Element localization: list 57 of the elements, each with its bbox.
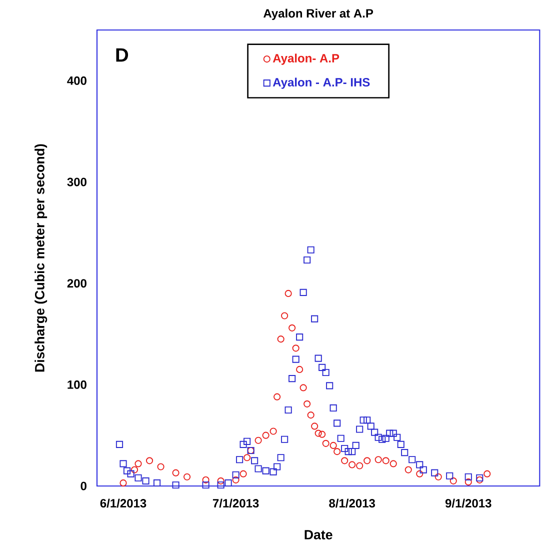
point [334,448,341,456]
point [172,469,180,476]
point [374,456,382,464]
point [183,473,191,480]
point [341,457,348,464]
point [382,457,390,464]
point [274,393,281,400]
chart-title: Ayalon River at A.P [263,8,374,20]
point [292,344,300,352]
point [130,466,138,474]
point [146,457,154,464]
point [450,477,457,484]
point [318,430,326,438]
point [262,432,270,439]
point [416,470,424,478]
point [404,466,412,474]
point [390,460,397,468]
point [281,312,288,320]
x-tick-label: 9/1/2013 [445,498,492,508]
annotation: D [116,48,128,62]
point [254,436,262,444]
point [434,473,442,480]
x-tick-label: 8/1/2013 [329,498,375,508]
point [464,478,472,486]
point [277,336,284,343]
legend-label: Ayalon- A.P [272,54,340,65]
point [314,430,322,437]
legend-label: Ayalon - A.P- IHS [272,78,370,89]
point [300,384,307,392]
y-tick-label: 100 [68,380,86,389]
point [120,479,127,486]
point [356,462,364,470]
point [240,470,247,478]
x-axis-title: Date [304,530,332,540]
point [330,442,337,449]
point [134,460,142,468]
point [304,400,311,408]
y-tick-label: 400 [67,76,86,85]
y-tick-label: 0 [80,482,86,490]
point [288,324,296,332]
point [364,457,371,464]
point [311,422,318,430]
point [244,454,251,462]
point [484,470,491,478]
point [322,440,330,447]
point [307,412,314,419]
point [284,290,292,297]
y-tick-label: 200 [67,279,86,288]
point [296,366,304,373]
y-axis-title: Discharge (Cubic meter per second) [34,144,48,372]
point [348,461,356,468]
x-tick-label: 6/1/2013 [100,498,146,508]
point [270,428,277,435]
y-tick-label: 300 [67,178,86,186]
point [232,476,240,484]
x-tick-label: 7/1/2013 [212,498,259,508]
point [157,463,164,470]
